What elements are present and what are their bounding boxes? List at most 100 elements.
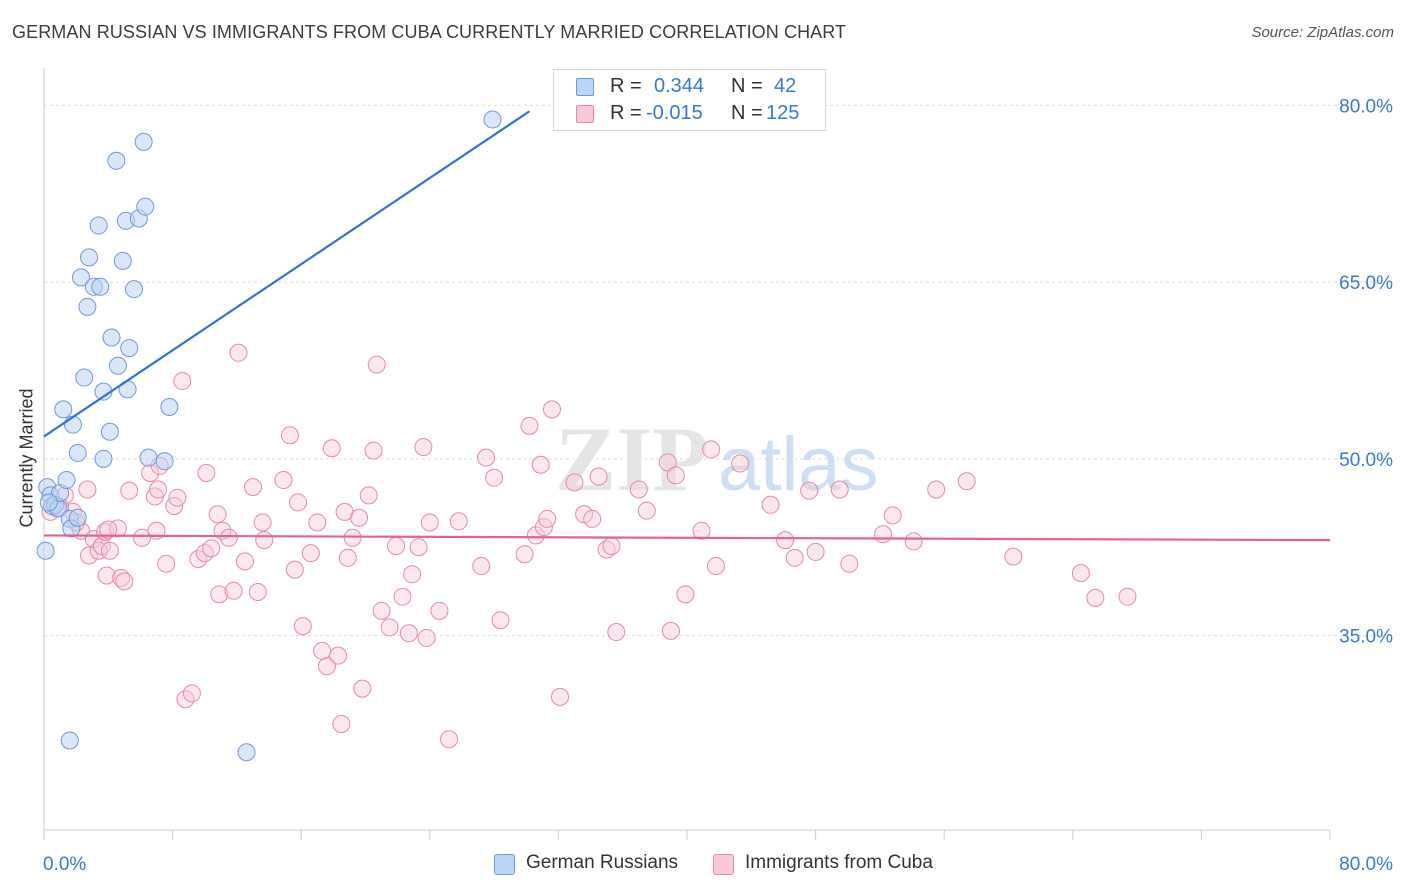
data-point bbox=[301, 544, 320, 563]
data-point bbox=[731, 454, 750, 473]
data-point bbox=[75, 368, 94, 387]
data-point bbox=[202, 539, 221, 558]
data-point bbox=[583, 509, 602, 528]
data-point bbox=[285, 560, 304, 579]
data-point bbox=[409, 538, 428, 557]
data-point bbox=[91, 277, 110, 296]
data-point bbox=[589, 467, 608, 486]
data-point bbox=[706, 557, 725, 576]
bottom-legend-swatch-pink bbox=[713, 854, 734, 875]
data-point bbox=[208, 505, 227, 524]
legend-n-label: N = bbox=[731, 102, 763, 124]
data-point bbox=[100, 541, 119, 560]
tick-labels: 80.0% 65.0% 50.0% 35.0% 0.0% 80.0% bbox=[43, 96, 1393, 875]
data-point bbox=[224, 581, 243, 600]
data-point bbox=[364, 441, 383, 460]
data-point bbox=[293, 617, 312, 636]
data-point bbox=[372, 601, 391, 620]
data-point bbox=[399, 624, 418, 643]
data-point bbox=[173, 372, 192, 391]
data-point bbox=[157, 554, 176, 573]
data-point bbox=[89, 216, 108, 235]
data-point bbox=[1118, 587, 1137, 606]
data-point bbox=[280, 426, 299, 445]
data-point bbox=[338, 548, 357, 567]
data-point bbox=[477, 448, 496, 467]
data-point bbox=[113, 251, 132, 270]
chart-title: GERMAN RUSSIAN VS IMMIGRANTS FROM CUBA C… bbox=[12, 22, 847, 42]
data-point bbox=[531, 455, 550, 474]
data-point bbox=[78, 297, 97, 316]
data-point bbox=[107, 151, 126, 170]
data-point bbox=[666, 466, 685, 485]
legend-r-label: R = bbox=[610, 102, 642, 124]
data-point bbox=[542, 400, 561, 419]
data-point bbox=[197, 463, 216, 482]
series-immigrants-from-cuba bbox=[41, 343, 1137, 749]
data-point bbox=[565, 473, 584, 492]
legend-r-label: R = bbox=[610, 75, 642, 97]
y-tick-label: 35.0% bbox=[1339, 627, 1393, 648]
data-point bbox=[243, 478, 262, 497]
data-point bbox=[237, 743, 256, 762]
data-point bbox=[692, 521, 711, 540]
data-point bbox=[308, 513, 327, 532]
data-point bbox=[80, 546, 99, 565]
data-point bbox=[78, 480, 97, 499]
data-point bbox=[472, 557, 491, 576]
x-tick-label-min: 0.0% bbox=[43, 854, 86, 875]
data-point bbox=[883, 506, 902, 525]
data-point bbox=[403, 565, 422, 584]
legend-n-value: 42 bbox=[774, 75, 797, 97]
data-point bbox=[288, 493, 307, 512]
data-point bbox=[168, 488, 187, 507]
data-point bbox=[36, 541, 55, 560]
data-point bbox=[658, 453, 677, 472]
data-point bbox=[80, 248, 99, 267]
data-point bbox=[253, 513, 272, 532]
data-point bbox=[68, 443, 87, 462]
data-point bbox=[160, 397, 179, 416]
data-point bbox=[115, 572, 134, 591]
data-point bbox=[149, 480, 168, 499]
data-point bbox=[332, 714, 351, 733]
trend-line bbox=[43, 534, 1331, 542]
data-point bbox=[420, 513, 439, 532]
data-point bbox=[1004, 547, 1023, 566]
data-point bbox=[602, 537, 621, 556]
legend-n-value: 125 bbox=[766, 102, 800, 124]
y-tick-label: 50.0% bbox=[1339, 450, 1393, 471]
bottom-legend-swatch-blue bbox=[494, 854, 515, 875]
data-point bbox=[353, 679, 372, 698]
data-point bbox=[112, 568, 131, 587]
data-point bbox=[108, 356, 127, 375]
data-point bbox=[120, 339, 139, 358]
data-point bbox=[350, 508, 369, 527]
data-point bbox=[94, 449, 113, 468]
data-point bbox=[830, 480, 849, 499]
data-point bbox=[414, 438, 433, 457]
data-point bbox=[343, 528, 362, 547]
data-point bbox=[60, 731, 79, 750]
correlation-legend: R = 0.344 N = 42 R = -0.015 N = 125 bbox=[553, 69, 826, 131]
data-point bbox=[761, 495, 780, 514]
data-point bbox=[195, 544, 214, 563]
data-point bbox=[54, 400, 73, 419]
trend-lines bbox=[43, 110, 1331, 542]
data-point bbox=[515, 545, 534, 564]
data-point bbox=[71, 268, 90, 287]
data-point bbox=[255, 531, 274, 550]
data-point bbox=[219, 528, 238, 547]
data-point bbox=[629, 480, 648, 499]
legend-swatch-pink bbox=[576, 105, 594, 123]
series-german-russians bbox=[36, 110, 502, 762]
data-point bbox=[904, 532, 923, 551]
trend-line bbox=[43, 110, 531, 438]
data-point bbox=[785, 548, 804, 567]
data-point bbox=[874, 525, 893, 544]
data-point bbox=[139, 448, 158, 467]
data-point bbox=[210, 585, 229, 604]
data-point bbox=[776, 531, 795, 550]
data-point bbox=[1086, 588, 1105, 607]
